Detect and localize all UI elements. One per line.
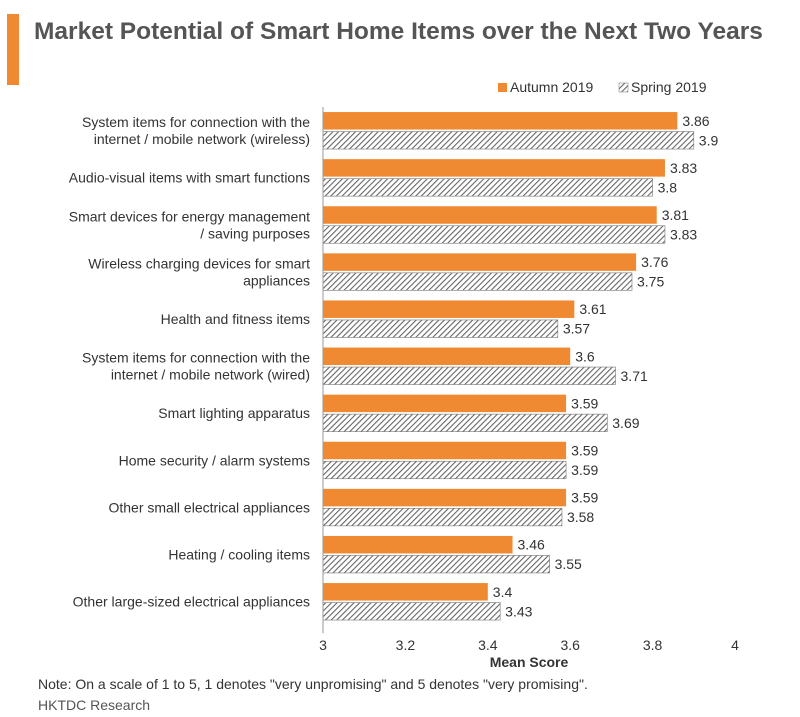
category-label: System items for connection with the	[82, 350, 310, 366]
bar-spring-2019	[322, 225, 666, 244]
bar-spring-2019	[322, 178, 653, 197]
bar-autumn-2019	[323, 583, 488, 601]
x-tick-label: 3.6	[560, 637, 580, 653]
bar-autumn-2019	[323, 441, 567, 460]
data-label: 3.9	[699, 132, 719, 148]
x-tick-label: 3	[319, 637, 327, 653]
bar-spring-2019	[322, 602, 501, 621]
bar-spring-2019	[322, 366, 616, 385]
category-label: Smart devices for energy management	[69, 208, 310, 224]
data-label: 3.6	[575, 348, 595, 364]
data-label: 3.75	[637, 274, 664, 290]
data-label: 3.59	[571, 462, 598, 478]
x-tick-label: 3.2	[396, 637, 416, 653]
bar-autumn-2019	[323, 159, 665, 177]
title-accent-bar	[7, 14, 19, 85]
bar-autumn-2019	[323, 253, 637, 271]
category-label: Home security / alarm systems	[119, 452, 310, 468]
data-label: 3.4	[493, 584, 513, 600]
legend-swatch-autumn	[498, 83, 507, 92]
category-label: Smart lighting apparatus	[158, 405, 310, 421]
legend-label-spring: Spring 2019	[631, 79, 707, 95]
data-label: 3.8	[658, 179, 678, 195]
bar-autumn-2019	[323, 488, 567, 507]
chart-note: Note: On a scale of 1 to 5, 1 denotes "v…	[38, 676, 588, 692]
category-label: Other large-sized electrical appliances	[73, 594, 310, 610]
category-label: internet / mobile network (wireless)	[94, 131, 310, 147]
category-label: appliances	[243, 272, 310, 288]
category-label: Other small electrical appliances	[108, 499, 310, 515]
bar-spring-2019	[322, 272, 633, 291]
bar-autumn-2019	[323, 535, 513, 554]
chart-source: HKTDC Research	[38, 697, 151, 713]
data-label: 3.59	[571, 395, 598, 411]
data-label: 3.46	[518, 537, 545, 553]
data-label: 3.81	[662, 207, 689, 223]
bar-autumn-2019	[323, 300, 575, 318]
bar-autumn-2019	[323, 206, 657, 224]
x-tick-label: 3.8	[643, 637, 663, 653]
bar-spring-2019	[322, 319, 559, 338]
bar-autumn-2019	[323, 347, 571, 366]
category-label: System items for connection with the	[82, 114, 310, 130]
x-tick-label: 4	[731, 637, 739, 653]
category-label: Heating / cooling items	[168, 546, 310, 562]
category-label: Audio-visual items with smart functions	[69, 170, 310, 186]
data-label: 3.61	[579, 301, 606, 317]
data-label: 3.43	[505, 603, 532, 619]
data-label: 3.83	[670, 160, 697, 176]
x-tick-label: 3.4	[478, 637, 498, 653]
category-label: internet / mobile network (wired)	[111, 367, 310, 383]
legend-swatch-spring	[618, 82, 629, 93]
data-label: 3.57	[563, 321, 590, 337]
category-label: / saving purposes	[200, 225, 310, 241]
data-label: 3.59	[571, 443, 598, 459]
data-label: 3.69	[612, 415, 639, 431]
bar-spring-2019	[322, 555, 550, 574]
data-label: 3.59	[571, 490, 598, 506]
bar-spring-2019	[322, 508, 563, 527]
bar-autumn-2019	[323, 394, 567, 413]
bar-spring-2019	[322, 460, 567, 480]
x-axis-title: Mean Score	[490, 654, 569, 670]
data-label: 3.55	[555, 556, 582, 572]
legend-label-autumn: Autumn 2019	[510, 79, 593, 95]
category-label: Health and fitness items	[161, 311, 310, 327]
data-label: 3.71	[621, 368, 648, 384]
data-label: 3.83	[670, 227, 697, 243]
bar-spring-2019	[322, 413, 608, 432]
bar-autumn-2019	[323, 112, 678, 130]
data-label: 3.76	[641, 254, 668, 270]
category-label: Wireless charging devices for smart	[88, 255, 310, 271]
data-label: 3.58	[567, 509, 594, 525]
data-label: 3.86	[682, 113, 709, 129]
bar-spring-2019	[322, 131, 695, 150]
chart-title: Market Potential of Smart Home Items ove…	[34, 18, 763, 45]
